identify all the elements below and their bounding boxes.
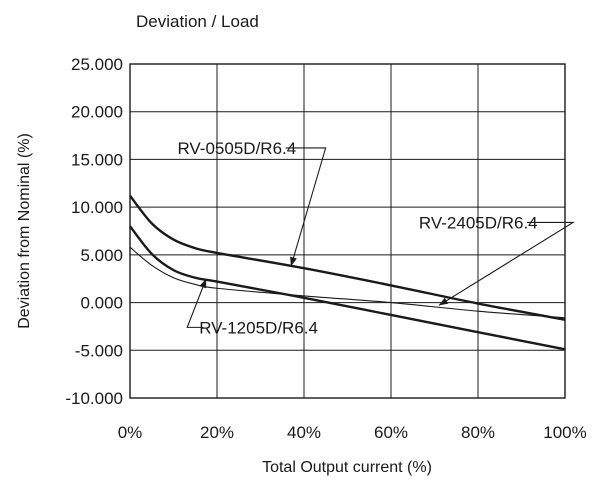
x-tick-label: 100% [543,423,586,442]
annotation-label: RV-0505D/R6.4 [177,139,296,158]
y-tick-label: 10.000 [71,198,123,217]
x-tick-label: 0% [118,423,143,442]
x-tick-label: 20% [200,423,234,442]
series-annotations: RV-0505D/R6.4 RV-2405D/R6.4 RV-1205D/R6.4 [177,139,576,337]
y-tick-label: 15.000 [71,150,123,169]
x-tick-label: 80% [461,423,495,442]
annotation-leader [438,221,576,306]
y-tick-label: 0.000 [80,294,123,313]
y-tick-label: -5.000 [75,341,123,360]
plot-grid [130,64,565,398]
y-tick-label: 5.000 [80,246,123,265]
series-line-rv-1205d-r6-4 [129,225,566,351]
series-lines [129,194,566,351]
series-line-rv-0505d-r6-4 [129,194,566,321]
annotation-label: RV-2405D/R6.4 [419,213,538,232]
annotation-arrowhead [438,297,449,306]
y-tick-label: 20.000 [71,103,123,122]
x-tick-label: 40% [287,423,321,442]
x-axis-ticks: 0% 20% 40% 60% 80% 100% [118,423,587,442]
y-tick-label: 25.000 [71,55,123,74]
y-axis-ticks: 25.000 20.000 15.000 10.000 5.000 0.000 -5.000… [65,55,123,408]
y-axis-label: Deviation from Nominal (%) [16,133,33,329]
annotation-arrowhead [199,278,207,289]
chart-title: Deviation / Load [136,12,259,31]
annotation-label: RV-1205D/R6.4 [199,318,318,337]
y-tick-label: -10.000 [65,389,123,408]
series-line-rv-2405d-r6-4 [129,246,566,319]
x-axis-label: Total Output current (%) [262,459,432,476]
annotation-leader [285,147,327,267]
annotation-leader [186,278,207,328]
x-tick-label: 60% [374,423,408,442]
annotation-arrowhead [290,256,297,267]
plot-frame [129,63,566,399]
